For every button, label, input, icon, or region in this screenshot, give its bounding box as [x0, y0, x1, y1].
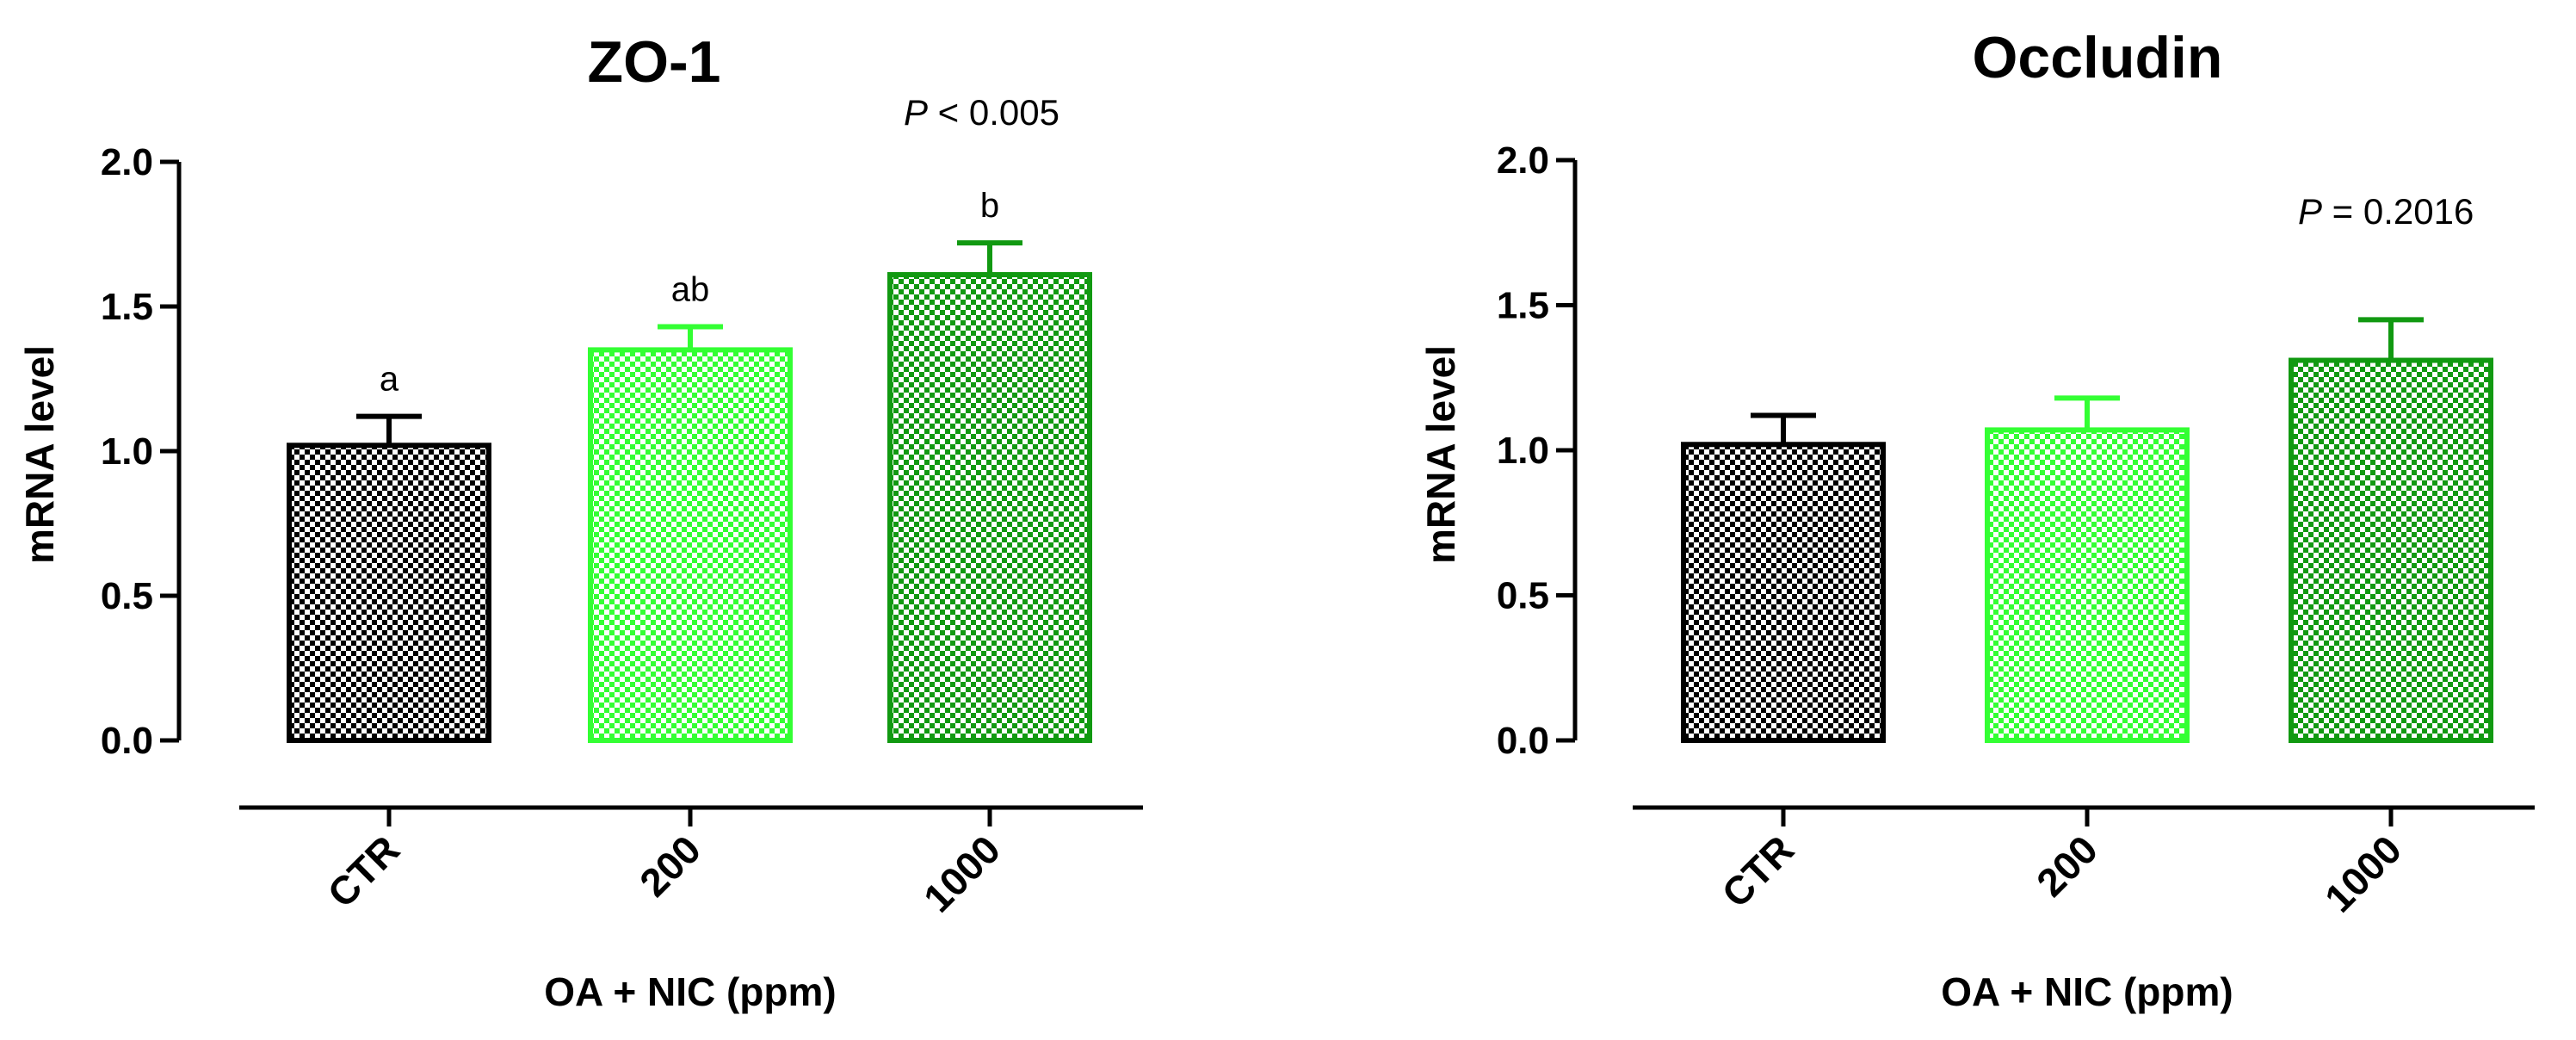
bar-200: [588, 347, 793, 743]
zo1-chart: ZO-1 P < 0.005 mRNA level OA + NIC (ppm)…: [17, 29, 1143, 1014]
y-tick-label: 0.5: [1497, 575, 1549, 617]
bar-200: [1985, 427, 2190, 743]
x-tick-label: CTR: [318, 826, 408, 916]
p-value-text: < 0.005: [928, 92, 1059, 133]
y-axis: 0.0 0.5 1.0 1.5 2.0: [101, 141, 182, 762]
y-tick-label: 0.5: [101, 575, 153, 617]
occludin-chart: Occludin P = 0.2016 mRNA level OA + NIC …: [1418, 25, 2535, 1014]
y-tick-label: 2.0: [101, 141, 153, 183]
x-tick-label: 200: [631, 826, 709, 905]
y-tick-label: 0.0: [101, 720, 153, 762]
p-symbol: P: [2298, 191, 2322, 232]
x-axis-label: OA + NIC (ppm): [1941, 969, 2233, 1014]
y-axis-label: mRNA level: [1418, 345, 1463, 564]
p-value-text: = 0.2016: [2322, 191, 2474, 232]
significance-letter: b: [980, 187, 999, 225]
x-tick-label: 1000: [2316, 826, 2410, 920]
x-tick-label: 1000: [915, 826, 1009, 920]
bar-ctr: [1681, 442, 1886, 743]
bars: a ab b: [287, 187, 1092, 744]
significance-letter: ab: [671, 271, 710, 309]
p-symbol: P: [904, 92, 928, 133]
bar-1000: [887, 272, 1092, 744]
x-axis: CTR 200 1000: [239, 805, 1143, 920]
x-tick-label: CTR: [1713, 826, 1802, 916]
y-tick-label: 1.5: [101, 286, 153, 328]
x-axis: CTR 200 1000: [1633, 805, 2535, 920]
chart-title: ZO-1: [588, 29, 721, 95]
y-tick-label: 2.0: [1497, 139, 1549, 182]
p-value-annotation: P < 0.005: [904, 92, 1059, 133]
y-tick-label: 1.0: [101, 430, 153, 473]
chart-title: Occludin: [1973, 25, 2223, 90]
y-tick-label: 0.0: [1497, 720, 1549, 762]
p-value-annotation: P = 0.2016: [2298, 191, 2474, 232]
y-tick-label: 1.0: [1497, 430, 1549, 472]
x-tick-label: 200: [2028, 826, 2106, 905]
bar-1000: [2289, 357, 2493, 743]
y-axis-label: mRNA level: [17, 345, 62, 564]
x-axis-label: OA + NIC (ppm): [544, 969, 836, 1014]
bars: [1681, 317, 2493, 743]
bar-ctr: [287, 443, 491, 744]
significance-letter: a: [380, 361, 399, 399]
y-axis: 0.0 0.5 1.0 1.5 2.0: [1497, 139, 1578, 762]
y-tick-label: 1.5: [1497, 285, 1549, 327]
